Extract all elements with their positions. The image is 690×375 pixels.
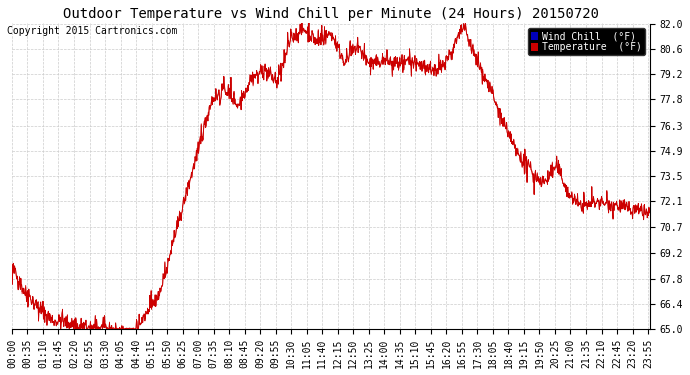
Legend: Wind Chill  (°F), Temperature  (°F): Wind Chill (°F), Temperature (°F) (528, 28, 645, 55)
Title: Outdoor Temperature vs Wind Chill per Minute (24 Hours) 20150720: Outdoor Temperature vs Wind Chill per Mi… (63, 7, 599, 21)
Text: Copyright 2015 Cartronics.com: Copyright 2015 Cartronics.com (7, 26, 177, 36)
